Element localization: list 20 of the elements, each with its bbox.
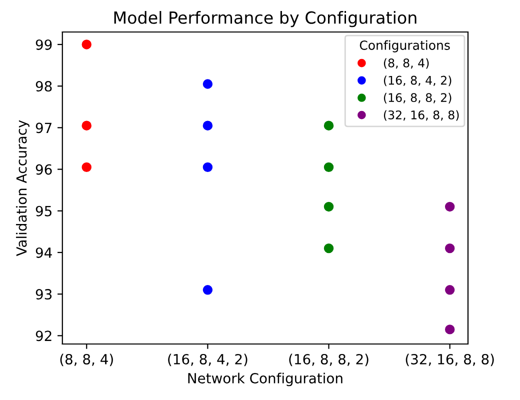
y-axis-title: Validation Accuracy	[16, 120, 30, 256]
legend-label: (8, 8, 4)	[384, 58, 429, 69]
x-tick-label: (32, 16, 8, 8)	[406, 354, 494, 366]
y-tick-label: 94	[36, 247, 52, 258]
legend-label: (16, 8, 8, 2)	[384, 92, 452, 104]
x-axis-title: Network Configuration	[188, 372, 342, 386]
y-tick-label: 99	[36, 39, 52, 50]
y-tick-label: 98	[36, 81, 52, 92]
x-tick-label: (8, 8, 4)	[60, 354, 113, 366]
y-tick-label: 95	[36, 206, 52, 216]
y-tick-label: 96	[36, 164, 52, 175]
x-tick-label: (16, 8, 4, 2)	[168, 354, 248, 366]
x-tick-label: (16, 8, 8, 2)	[289, 354, 368, 366]
chart-title: Model Performance by Configuration	[114, 11, 416, 28]
y-tick-label: 93	[36, 289, 52, 300]
legend-label: (16, 8, 4, 2)	[384, 76, 452, 86]
y-tick-label: 97	[36, 122, 52, 134]
y-tick-label: 92	[36, 330, 52, 342]
legend-title: Configurations	[360, 40, 450, 52]
legend-label: (32, 16, 8, 8)	[384, 110, 459, 121]
